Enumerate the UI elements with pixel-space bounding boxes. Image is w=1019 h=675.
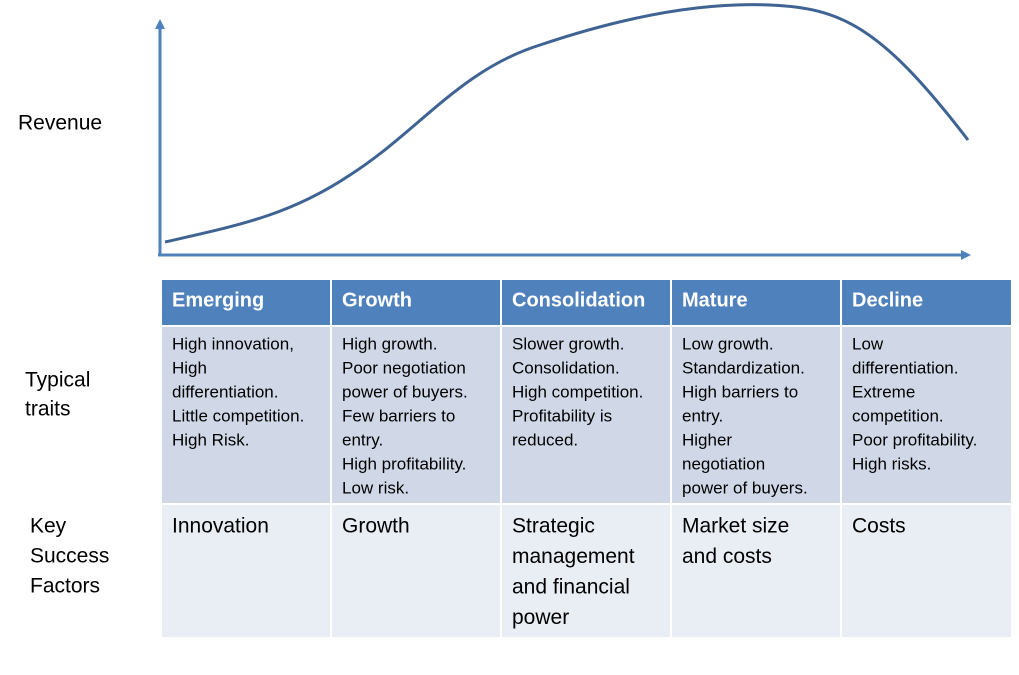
trait-line: Profitability is <box>512 406 612 425</box>
header-cell <box>332 280 500 325</box>
trait-line: Little competition. <box>172 406 304 425</box>
factor-line: Market size <box>682 515 789 538</box>
factor-line: and financial <box>512 576 630 599</box>
trait-line: Consolidation. <box>512 358 620 377</box>
factor-line: Growth <box>342 515 410 538</box>
trait-line: negotiation <box>682 454 765 473</box>
traits-cell <box>162 327 330 503</box>
row-label: Key <box>30 515 67 538</box>
row-label: Factors <box>30 575 100 598</box>
trait-line: entry. <box>682 406 723 425</box>
factor-line: management <box>512 545 635 568</box>
traits-cell <box>332 327 500 503</box>
header-text: Consolidation <box>512 289 645 311</box>
trait-line: High profitability. <box>342 454 466 473</box>
trait-line: High innovation, <box>172 334 294 353</box>
trait-line: Low <box>852 334 884 353</box>
factors-cell <box>842 505 1011 637</box>
trait-line: competition. <box>852 406 944 425</box>
row-label: Typical <box>25 369 90 392</box>
traits-cell <box>672 327 840 503</box>
trait-line: High risks. <box>852 454 931 473</box>
trait-line: differentiation. <box>852 358 958 377</box>
factors-cell <box>332 505 500 637</box>
header-text: Growth <box>342 289 412 311</box>
trait-line: High <box>172 358 207 377</box>
trait-line: power of buyers. <box>342 382 468 401</box>
trait-line: reduced. <box>512 430 578 449</box>
factors-cell <box>162 505 330 637</box>
header-cell <box>672 280 840 325</box>
traits-cell <box>842 327 1011 503</box>
trait-line: High Risk. <box>172 430 249 449</box>
trait-line: Low growth. <box>682 334 774 353</box>
traits-cell <box>502 327 670 503</box>
header-text: Emerging <box>172 289 264 311</box>
header-cell <box>502 280 670 325</box>
row-label: Success <box>30 545 109 568</box>
factor-line: Innovation <box>172 515 269 538</box>
trait-line: High competition. <box>512 382 643 401</box>
trait-line: Few barriers to <box>342 406 455 425</box>
factor-line: power <box>512 606 569 629</box>
header-text: Decline <box>852 289 923 311</box>
factor-line: Strategic <box>512 515 595 538</box>
trait-line: Poor negotiation <box>342 358 466 377</box>
trait-line: power of buyers. <box>682 478 808 497</box>
factors-cell <box>672 505 840 637</box>
factor-line: and costs <box>682 545 772 568</box>
factor-line: Costs <box>852 515 906 538</box>
row-label: traits <box>25 398 71 421</box>
trait-line: Extreme <box>852 382 915 401</box>
trait-line: Poor profitability. <box>852 430 977 449</box>
header-text: Mature <box>682 289 748 311</box>
trait-line: Higher <box>682 430 732 449</box>
trait-line: Standardization. <box>682 358 805 377</box>
header-cell <box>162 280 330 325</box>
factors-cell <box>502 505 670 637</box>
trait-line: Low risk. <box>342 478 409 497</box>
revenue-curve <box>164 3 970 244</box>
revenue-label: Revenue <box>18 112 102 135</box>
trait-line: Slower growth. <box>512 334 624 353</box>
trait-line: High barriers to <box>682 382 798 401</box>
header-cell <box>842 280 1011 325</box>
trait-line: differentiation. <box>172 382 278 401</box>
trait-line: entry. <box>342 430 383 449</box>
trait-line: High growth. <box>342 334 437 353</box>
